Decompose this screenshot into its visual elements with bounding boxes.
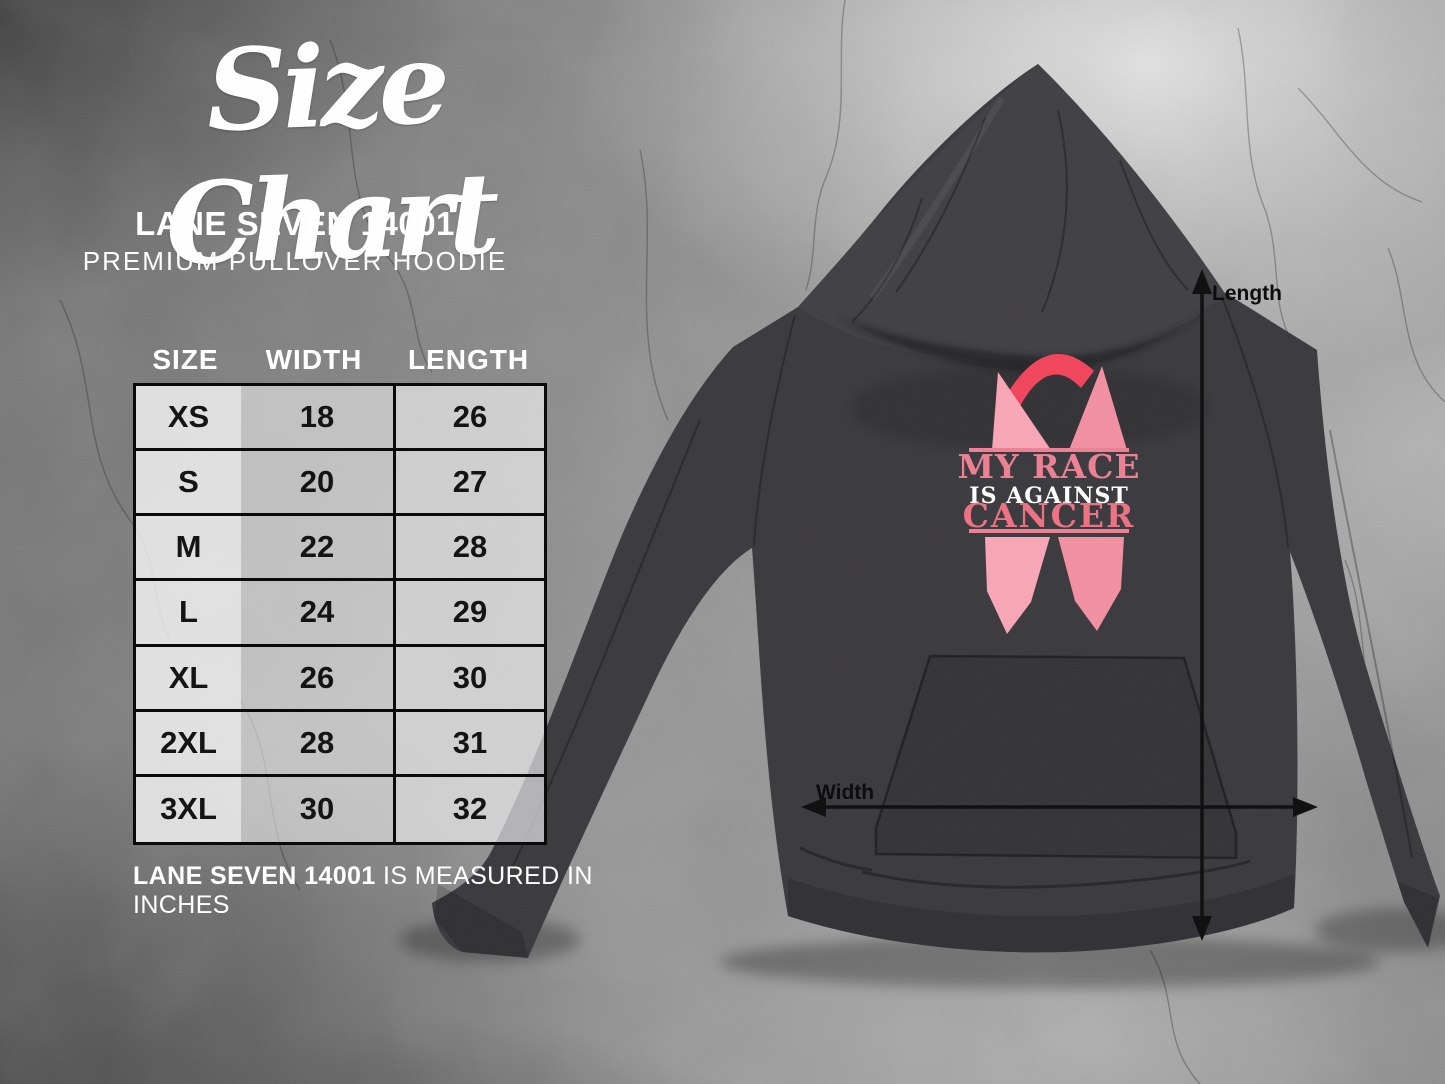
hoodie: MY RACE IS AGAINST CANCER [420,40,1445,980]
length-cell: 31 [393,711,544,774]
header-width: WIDTH [265,344,363,375]
measurement-note-product: LANE SEVEN 14001 [133,862,376,890]
table-row: L 24 29 [136,581,544,647]
width-cell: 26 [241,646,393,709]
length-cell: 28 [393,516,544,579]
width-arrowhead-right [1293,797,1318,817]
length-arrowhead-top [1192,269,1212,294]
measurement-note: LANE SEVEN 14001 IS MEASURED IN INCHES [133,862,693,920]
length-cell: 27 [393,451,544,514]
width-arrowhead-left [801,797,826,817]
length-arrow [1192,269,1212,941]
width-cell: 24 [241,581,393,644]
size-cell: M [136,516,241,579]
table-row: S 20 27 [136,451,544,517]
width-arrow [801,797,1318,817]
length-cell: 32 [393,776,544,842]
table-row: XS 18 26 [136,386,544,452]
table-row: 2XL 28 31 [136,711,544,777]
size-cell: 3XL [136,776,241,842]
size-cell: L [136,581,241,644]
width-label: Width [816,781,874,804]
width-cell: 22 [241,516,393,579]
size-table-header: SIZE WIDTH LENGTH [133,337,547,383]
table-row: 3XL 30 32 [136,776,544,842]
width-cell: 18 [241,386,393,449]
size-cell: XL [136,646,241,709]
length-arrowhead-bottom [1192,916,1212,941]
size-table-body: XS 18 26 S 20 27 M 22 28 L 24 29 XL 26 [133,383,547,845]
size-table: SIZE WIDTH LENGTH XS 18 26 S 20 27 M 22 … [133,337,547,845]
width-cell: 30 [241,776,393,842]
measurement-note-text: IS MEASURED IN INCHES [133,862,593,919]
length-label: Length [1212,282,1282,305]
product-type: PREMIUM PULLOVER HOODIE [82,246,508,276]
length-cell: 29 [393,581,544,644]
length-cell: 30 [393,646,544,709]
table-row: XL 26 30 [136,646,544,712]
size-cell: XS [136,386,241,449]
header-length: LENGTH [407,344,530,375]
fabric-grain [420,40,1445,980]
length-cell: 26 [393,386,544,449]
size-cell: S [136,451,241,514]
width-cell: 20 [241,451,393,514]
width-cell: 28 [241,711,393,774]
header-size: SIZE [152,344,219,375]
product-name: LANE SEVEN 14001 [135,205,455,242]
table-row: M 22 28 [136,516,544,582]
size-cell: 2XL [136,711,241,774]
